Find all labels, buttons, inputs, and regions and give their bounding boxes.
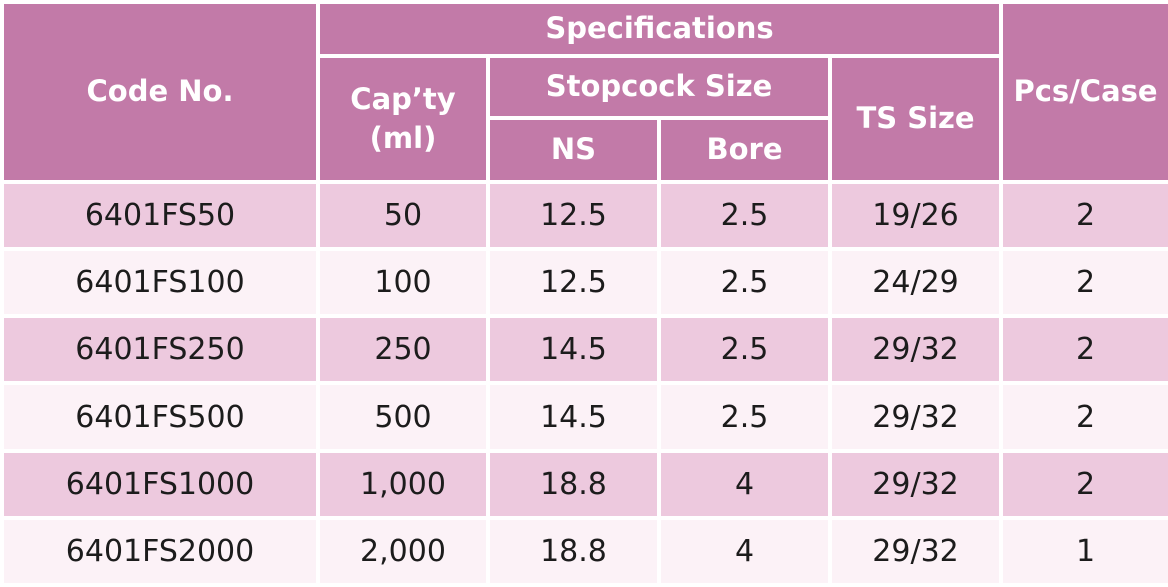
header-pcs-case: Pcs/Case bbox=[999, 0, 1168, 184]
cell-ts-size: 29/32 bbox=[827, 381, 1004, 453]
cell-code: 6401FS2000 bbox=[0, 515, 320, 587]
table-row: 6401FS1000 1,000 18.8 4 29/32 2 bbox=[0, 448, 1168, 520]
cell-capacity: 100 bbox=[316, 247, 490, 319]
cell-code: 6401FS250 bbox=[0, 314, 320, 386]
cell-ts-size: 29/32 bbox=[827, 448, 1004, 520]
header-capacity-line2: (ml) bbox=[369, 121, 437, 155]
cell-code: 6401FS500 bbox=[0, 381, 320, 453]
header-ts-size: TS Size bbox=[827, 54, 1004, 184]
table-row: 6401FS500 500 14.5 2.5 29/32 2 bbox=[0, 381, 1168, 453]
cell-ns: 14.5 bbox=[486, 314, 661, 386]
cell-ts-size: 29/32 bbox=[827, 314, 1004, 386]
cell-capacity: 500 bbox=[316, 381, 490, 453]
table-row: 6401FS250 250 14.5 2.5 29/32 2 bbox=[0, 314, 1168, 386]
cell-capacity: 1,000 bbox=[316, 448, 490, 520]
cell-ns: 14.5 bbox=[486, 381, 661, 453]
cell-code: 6401FS50 bbox=[0, 179, 320, 252]
header-ns: NS bbox=[486, 116, 661, 184]
cell-pcs-case: 1 bbox=[999, 515, 1168, 587]
cell-ns: 18.8 bbox=[486, 448, 661, 520]
header-capacity-line1: Cap’ty bbox=[350, 81, 456, 116]
cell-ts-size: 24/29 bbox=[827, 247, 1004, 319]
cell-code: 6401FS1000 bbox=[0, 448, 320, 520]
cell-bore: 2.5 bbox=[657, 247, 832, 319]
cell-capacity: 2,000 bbox=[316, 515, 490, 587]
cell-ns: 18.8 bbox=[486, 515, 661, 587]
header-row-2: Cap’ty (ml) Stopcock Size TS Size bbox=[2, 54, 1168, 184]
cell-pcs-case: 2 bbox=[999, 381, 1168, 453]
cell-bore: 2.5 bbox=[657, 179, 832, 252]
cell-pcs-case: 2 bbox=[999, 448, 1168, 520]
header-stopcock-size: Stopcock Size bbox=[486, 54, 832, 120]
table-row: 6401FS100 100 12.5 2.5 24/29 2 bbox=[0, 247, 1168, 319]
cell-bore: 2.5 bbox=[657, 381, 832, 453]
table-row: 6401FS50 50 12.5 2.5 19/26 2 bbox=[0, 179, 1168, 252]
cell-ts-size: 29/32 bbox=[827, 515, 1004, 587]
header-capacity: Cap’ty (ml) bbox=[316, 54, 490, 184]
cell-capacity: 250 bbox=[316, 314, 490, 386]
cell-capacity: 50 bbox=[316, 179, 490, 252]
header-bore: Bore bbox=[657, 116, 832, 184]
cell-code: 6401FS100 bbox=[0, 247, 320, 319]
cell-ns: 12.5 bbox=[486, 179, 661, 252]
header-row-1: Code No. Specifications Pcs/Case bbox=[0, 0, 1168, 184]
cell-bore: 4 bbox=[657, 448, 832, 520]
table-row: 6401FS2000 2,000 18.8 4 29/32 1 bbox=[0, 515, 1168, 587]
cell-bore: 2.5 bbox=[657, 314, 832, 386]
header-row-3: NS Bore bbox=[2, 116, 1168, 184]
cell-bore: 4 bbox=[657, 515, 832, 587]
cell-pcs-case: 2 bbox=[999, 247, 1168, 319]
cell-pcs-case: 2 bbox=[999, 314, 1168, 386]
cell-pcs-case: 2 bbox=[999, 179, 1168, 252]
table-header: Code No. Specifications Pcs/Case Cap’ty … bbox=[0, 0, 1168, 184]
cell-ns: 12.5 bbox=[486, 247, 661, 319]
table-body: 6401FS50 50 12.5 2.5 19/26 2 6401FS100 1… bbox=[0, 179, 1168, 587]
header-specifications: Specifications bbox=[315, 0, 1004, 58]
cell-ts-size: 19/26 bbox=[827, 179, 1004, 252]
header-code-no: Code No. bbox=[0, 0, 320, 184]
